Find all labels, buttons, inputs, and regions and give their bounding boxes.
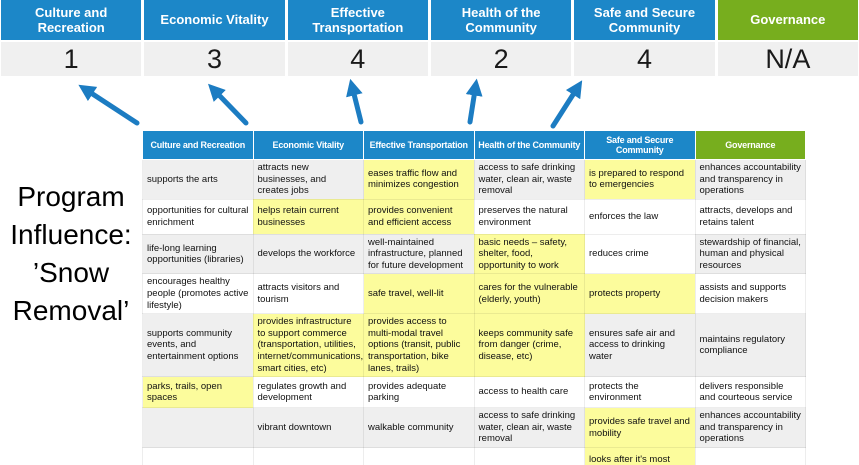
matrix-cell: access to safe drinking water, clean air… xyxy=(473,159,585,200)
matrix-row-6: parks, trails, open spaces regulates grow… xyxy=(142,376,806,409)
matrix-row-3: life-long learning opportunities (librar… xyxy=(142,233,806,275)
matrix-cell: basic needs – safety, shelter, food, opp… xyxy=(473,233,585,275)
matrix-cell: delivers responsible and courteous servi… xyxy=(694,376,806,409)
influence-matrix-table: Culture and Recreation Economic Vitality E… xyxy=(142,130,806,465)
matrix-cell: reduces crime xyxy=(584,233,696,275)
summary-score-3: 4 xyxy=(287,42,428,76)
summary-grid: Culture and Recreation Economic Vitality E… xyxy=(1,0,858,76)
arrow-up-icon xyxy=(78,84,140,126)
program-influence-label: Program Influence: ’Snow Removal’ xyxy=(10,181,132,326)
summary-score-2: 3 xyxy=(144,42,285,76)
summary-header-6: Governance xyxy=(717,0,858,40)
matrix-cell: provides adequate parking xyxy=(363,376,475,409)
matrix-column-header-1: Culture and Recreation xyxy=(142,130,254,160)
matrix-cell xyxy=(142,407,254,449)
summary-score-5: 4 xyxy=(574,42,715,76)
matrix-cell: helps retain current businesses xyxy=(252,198,364,235)
matrix-cell: protects the environment xyxy=(584,376,696,409)
matrix-cell: enhances accountability and transparency… xyxy=(694,407,806,449)
matrix-cell: develops the workforce xyxy=(252,233,364,275)
matrix-cell: attracts visitors and tourism xyxy=(252,273,364,315)
arrow-up-icon xyxy=(208,83,249,126)
summary-score-4: 2 xyxy=(430,42,572,76)
matrix-cell: vibrant downtown xyxy=(252,407,364,449)
matrix-cell: maintains regulatory compliance xyxy=(694,313,806,378)
summary-header-1: Culture and Recreation xyxy=(1,0,142,40)
matrix-cell: regulates growth and development xyxy=(252,376,364,409)
summary-score-1: 1 xyxy=(1,42,142,76)
summary-header-4: Health of the Community xyxy=(430,0,572,40)
matrix-cell: cares for the vulnerable (elderly, youth… xyxy=(473,273,585,315)
matrix-cell xyxy=(142,447,254,465)
matrix-cell xyxy=(694,447,806,465)
matrix-cell: enhances accountability and transparency… xyxy=(694,159,806,200)
matrix-cell: encourages healthy people (promotes acti… xyxy=(142,273,254,315)
arrow-up-icon xyxy=(550,80,583,129)
matrix-cell xyxy=(252,447,364,465)
matrix-cell: attracts, develops and retains talent xyxy=(694,198,806,235)
matrix-cell: ensures safe air and access to drinking … xyxy=(584,313,696,378)
matrix-cell: access to safe drinking water, clean air… xyxy=(473,407,585,449)
matrix-row-1: supports the arts attracts new businesses… xyxy=(142,159,806,200)
summary-header-3: Effective Transportation xyxy=(287,0,428,40)
matrix-row-5: supports community events, and entertain… xyxy=(142,313,806,378)
matrix-cell xyxy=(363,447,475,465)
matrix-cell: safe travel, well-lit xyxy=(363,273,475,315)
matrix-cell: stewardship of financial, human and phys… xyxy=(694,233,806,275)
matrix-cell: access to health care xyxy=(473,376,585,409)
matrix-cell: life-long learning opportunities (librar… xyxy=(142,233,254,275)
matrix-cell: is prepared to respond to emergencies xyxy=(584,159,696,200)
matrix-column-header-5: Safe and Secure Community xyxy=(584,130,696,160)
matrix-cell: enforces the law xyxy=(584,198,696,235)
matrix-column-header-4: Health of the Community xyxy=(473,130,585,160)
matrix-row-4: encourages healthy people (promotes acti… xyxy=(142,273,806,315)
matrix-cell: provides infrastructure to support comme… xyxy=(252,313,364,378)
matrix-cell: provides access to multi-modal travel op… xyxy=(363,313,475,378)
matrix-cell: attracts new businesses, and creates job… xyxy=(252,159,364,200)
summary-header-5: Safe and Secure Community xyxy=(574,0,715,40)
matrix-cell: looks after it's most vulnerable xyxy=(584,447,696,465)
matrix-cell: opportunities for cultural enrichment xyxy=(142,198,254,235)
matrix-cell: eases traffic flow and minimizes congest… xyxy=(363,159,475,200)
summary-score-6: N/A xyxy=(717,42,858,76)
matrix-cell: well-maintained infrastructure, planned … xyxy=(363,233,475,275)
matrix-cell: supports community events, and entertain… xyxy=(142,313,254,378)
matrix-cell: keeps community safe from danger (crime,… xyxy=(473,313,585,378)
matrix-cell xyxy=(473,447,585,465)
matrix-cell: supports the arts xyxy=(142,159,254,200)
arrow-up-icon xyxy=(465,78,483,125)
matrix-column-header-3: Effective Transportation xyxy=(363,130,475,160)
summary-header-2: Economic Vitality xyxy=(144,0,285,40)
matrix-row-2: opportunities for cultural enrichment hel… xyxy=(142,198,806,235)
matrix-row-8: looks after it's most vulnerable xyxy=(142,447,806,465)
matrix-column-header-6: Governance xyxy=(694,130,806,160)
matrix-cell: provides safe travel and mobility xyxy=(584,407,696,449)
matrix-cell: parks, trails, open spaces xyxy=(142,376,254,409)
matrix-cell: provides convenient and efficient access xyxy=(363,198,475,235)
matrix-cell: walkable community xyxy=(363,407,475,449)
matrix-column-header-2: Economic Vitality xyxy=(252,130,364,160)
arrow-up-icon xyxy=(346,78,364,125)
matrix-cell: preserves the natural environment xyxy=(473,198,585,235)
matrix-row-7: vibrant downtown walkable community access… xyxy=(142,407,806,449)
matrix-header-row: Culture and Recreation Economic Vitality E… xyxy=(142,130,806,160)
matrix-cell: assists and supports decision makers xyxy=(694,273,806,315)
matrix-cell: protects property xyxy=(584,273,696,315)
